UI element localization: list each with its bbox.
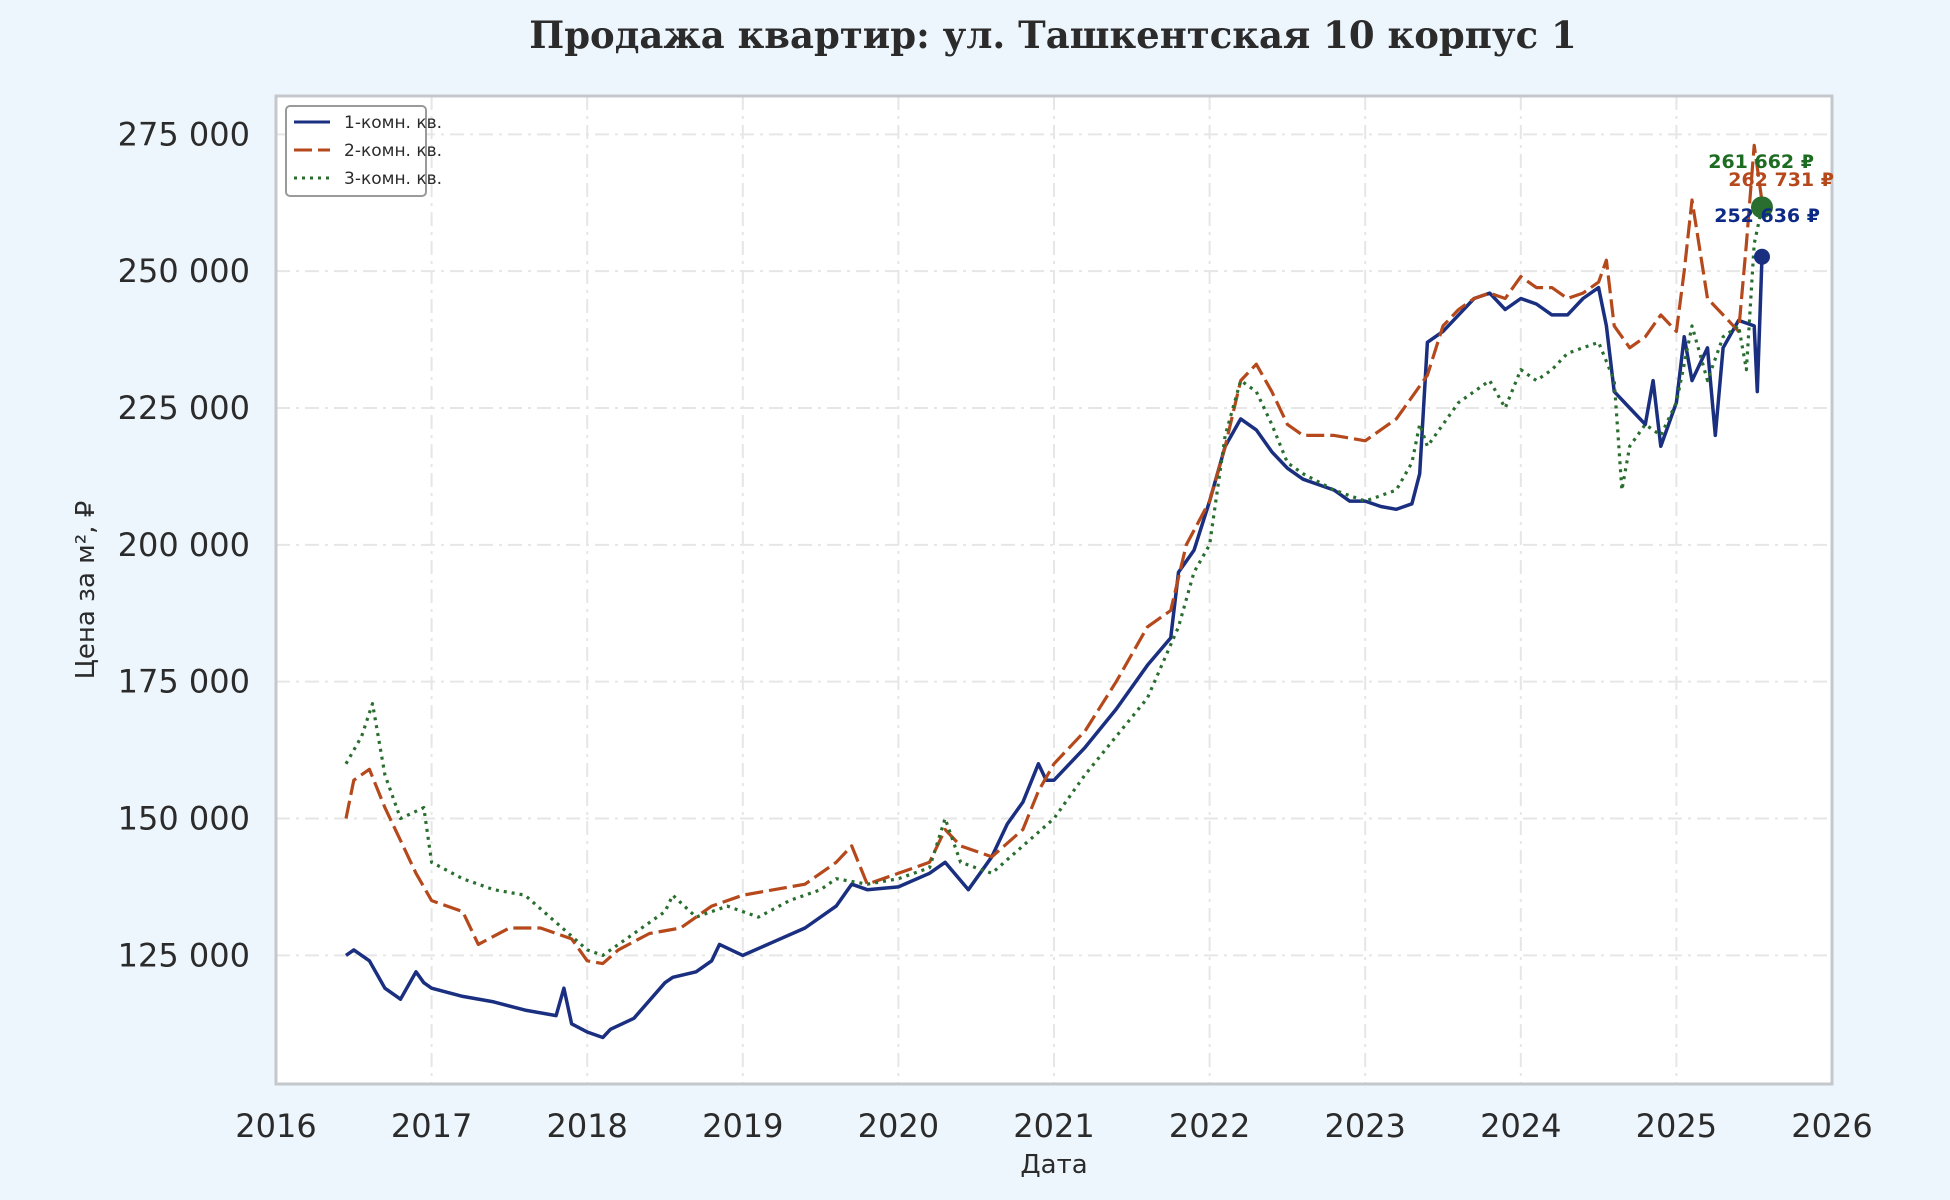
end-label-2room: 262 731 ₽ (1728, 169, 1834, 191)
series-line-2room (344, 143, 1764, 966)
y-axis-title: Цена за м², ₽ (71, 501, 101, 680)
end-point-3room (1750, 196, 1773, 219)
y-tick-label-150000: 150 000 (118, 800, 250, 838)
chart-title: Продажа квартир: ул. Ташкентская 10 корп… (529, 13, 1576, 57)
end-point-1room (1753, 248, 1770, 265)
series-layer (344, 143, 1764, 1040)
x-axis-title: Дата (1020, 1150, 1087, 1180)
y-tick-label-125000: 125 000 (118, 936, 250, 974)
legend-label-3room: 3-комн. кв. (344, 169, 442, 189)
x-tick-label-2018: 2018 (546, 1107, 627, 1145)
series-line-3room (344, 206, 1764, 958)
plot-frame (274, 94, 1834, 1086)
y-tick-label-225000: 225 000 (118, 389, 250, 427)
legend-label-2room: 2-комн. кв. (344, 141, 442, 161)
tick-labels: 2016 2017 2018 2019 2020 2021 2022 2023 2024 2025… (118, 115, 1873, 1145)
y-tick-label-275000: 275 000 (118, 115, 250, 153)
x-tick-label-2021: 2021 (1013, 1107, 1094, 1145)
x-tick-label-2023: 2023 (1324, 1107, 1405, 1145)
x-tick-label-2026: 2026 (1791, 1107, 1872, 1145)
x-tick-label-2024: 2024 (1480, 1107, 1561, 1145)
x-tick-label-2020: 2020 (858, 1107, 939, 1145)
x-tick-label-2022: 2022 (1169, 1107, 1250, 1145)
y-tick-label-200000: 200 000 (118, 526, 250, 564)
y-tick-label-175000: 175 000 (118, 663, 250, 701)
x-tick-label-2017: 2017 (391, 1107, 472, 1145)
legend-box (285, 105, 427, 197)
legend: 1-комн. кв. 2-комн. кв. 3-комн. кв. (285, 105, 442, 197)
series-line-1room (344, 256, 1764, 1040)
legend-label-1room: 1-комн. кв. (344, 113, 442, 133)
end-markers: 261 662 ₽262 731 ₽ 252 636 ₽ (1708, 151, 1834, 265)
x-tick-label-2016: 2016 (235, 1107, 316, 1145)
x-tick-label-2025: 2025 (1636, 1107, 1717, 1145)
y-tick-label-250000: 250 000 (118, 252, 250, 290)
end-label-1room: 252 636 ₽ (1714, 205, 1820, 227)
end-label-3room: 261 662 ₽ (1708, 151, 1814, 173)
x-tick-label-2019: 2019 (702, 1107, 783, 1145)
